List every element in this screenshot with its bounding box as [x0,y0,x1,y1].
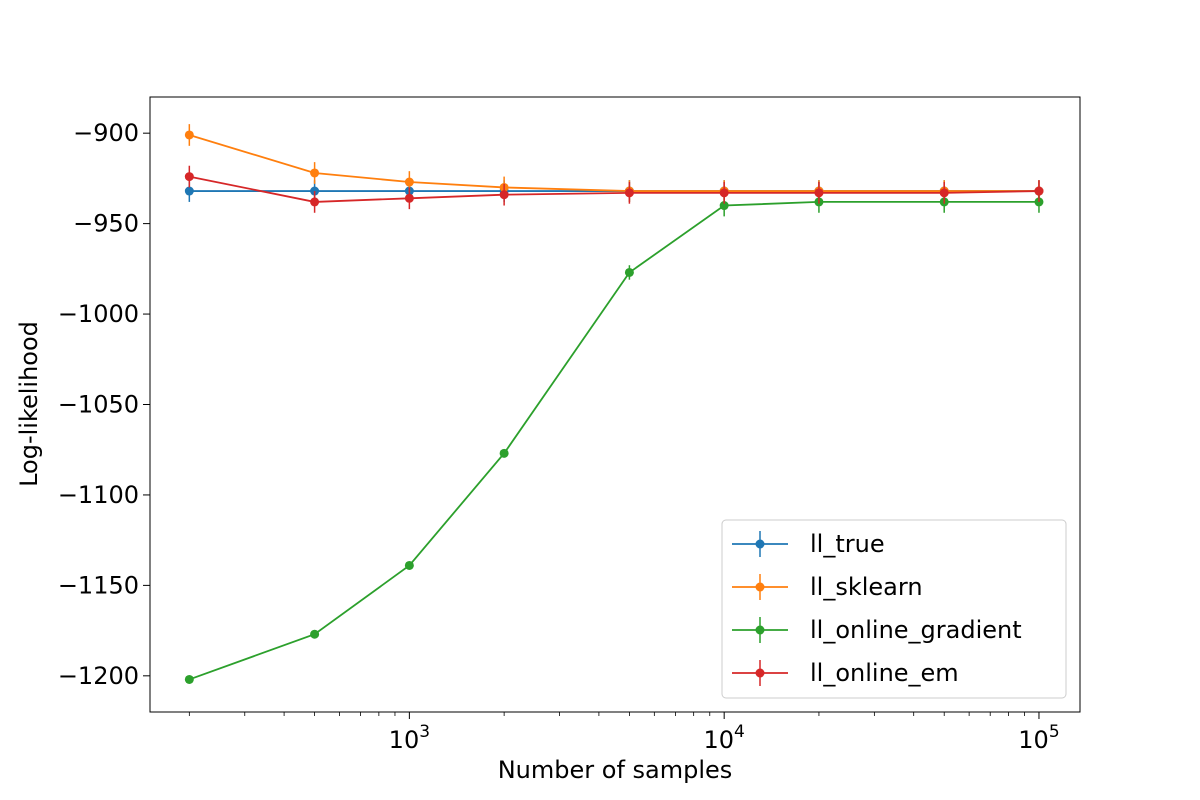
data-point [404,193,414,203]
y-axis-label: Log-likelihood [15,321,43,487]
data-point [624,188,634,198]
legend-label: ll_true [810,530,885,558]
y-tick-label: −1050 [58,391,139,419]
x-tick-exponent: 5 [1049,722,1060,742]
data-point [404,560,414,570]
data-point [624,267,634,277]
y-tick-label: −950 [73,210,139,238]
x-axis-ticks: 103 104 105 [188,712,1060,754]
legend-entry-ll_true: ll_true [732,530,885,558]
data-point [184,130,194,140]
y-tick-label: −1100 [58,481,139,509]
data-point [310,629,320,639]
x-tick-exponent: 4 [734,722,745,742]
y-tick-label: −1150 [58,571,139,599]
data-point [499,448,509,458]
legend-marker [755,539,765,549]
y-tick-label: −1000 [58,300,139,328]
legend-entry-ll_sklearn: ll_sklearn [732,573,923,601]
legend: ll_true ll_sklearn ll_online_gradient ll_on… [721,519,1067,699]
y-tick-label: −1200 [58,662,139,690]
data-point [184,674,194,684]
legend-label: ll_online_gradient [810,616,1022,644]
x-tick-label: 103 [389,722,430,754]
x-tick-label: 105 [1018,722,1059,754]
x-tick-base: 10 [389,726,420,754]
legend-label: ll_sklearn [810,573,923,601]
legend-entry-ll_online_gradient: ll_online_gradient [732,616,1022,644]
data-point [184,186,194,196]
data-point [404,177,414,187]
plot-area [184,124,1044,684]
data-point [499,190,509,200]
data-point [310,197,320,207]
legend-entry-ll_online_em: ll_online_em [732,659,959,687]
legend-box [721,519,1067,699]
x-tick-label: 104 [703,722,744,754]
y-tick-label: −900 [73,119,139,147]
data-point [719,201,729,211]
data-point [1034,186,1044,196]
x-tick-base: 10 [703,726,734,754]
data-point [310,168,320,178]
data-point [719,188,729,198]
legend-marker [755,582,765,592]
data-point [939,188,949,198]
data-point [814,188,824,198]
x-tick-exponent: 3 [419,722,430,742]
y-axis-ticks: −900 −950 −1000 −1050 −1100 −1150 −1200 [58,119,150,690]
x-axis-label: Number of samples [498,756,733,784]
legend-marker [755,625,765,635]
x-tick-base: 10 [1018,726,1049,754]
series-ll_online_em [184,165,1044,213]
legend-label: ll_online_em [810,659,959,687]
data-point [184,172,194,182]
legend-marker [755,668,765,678]
